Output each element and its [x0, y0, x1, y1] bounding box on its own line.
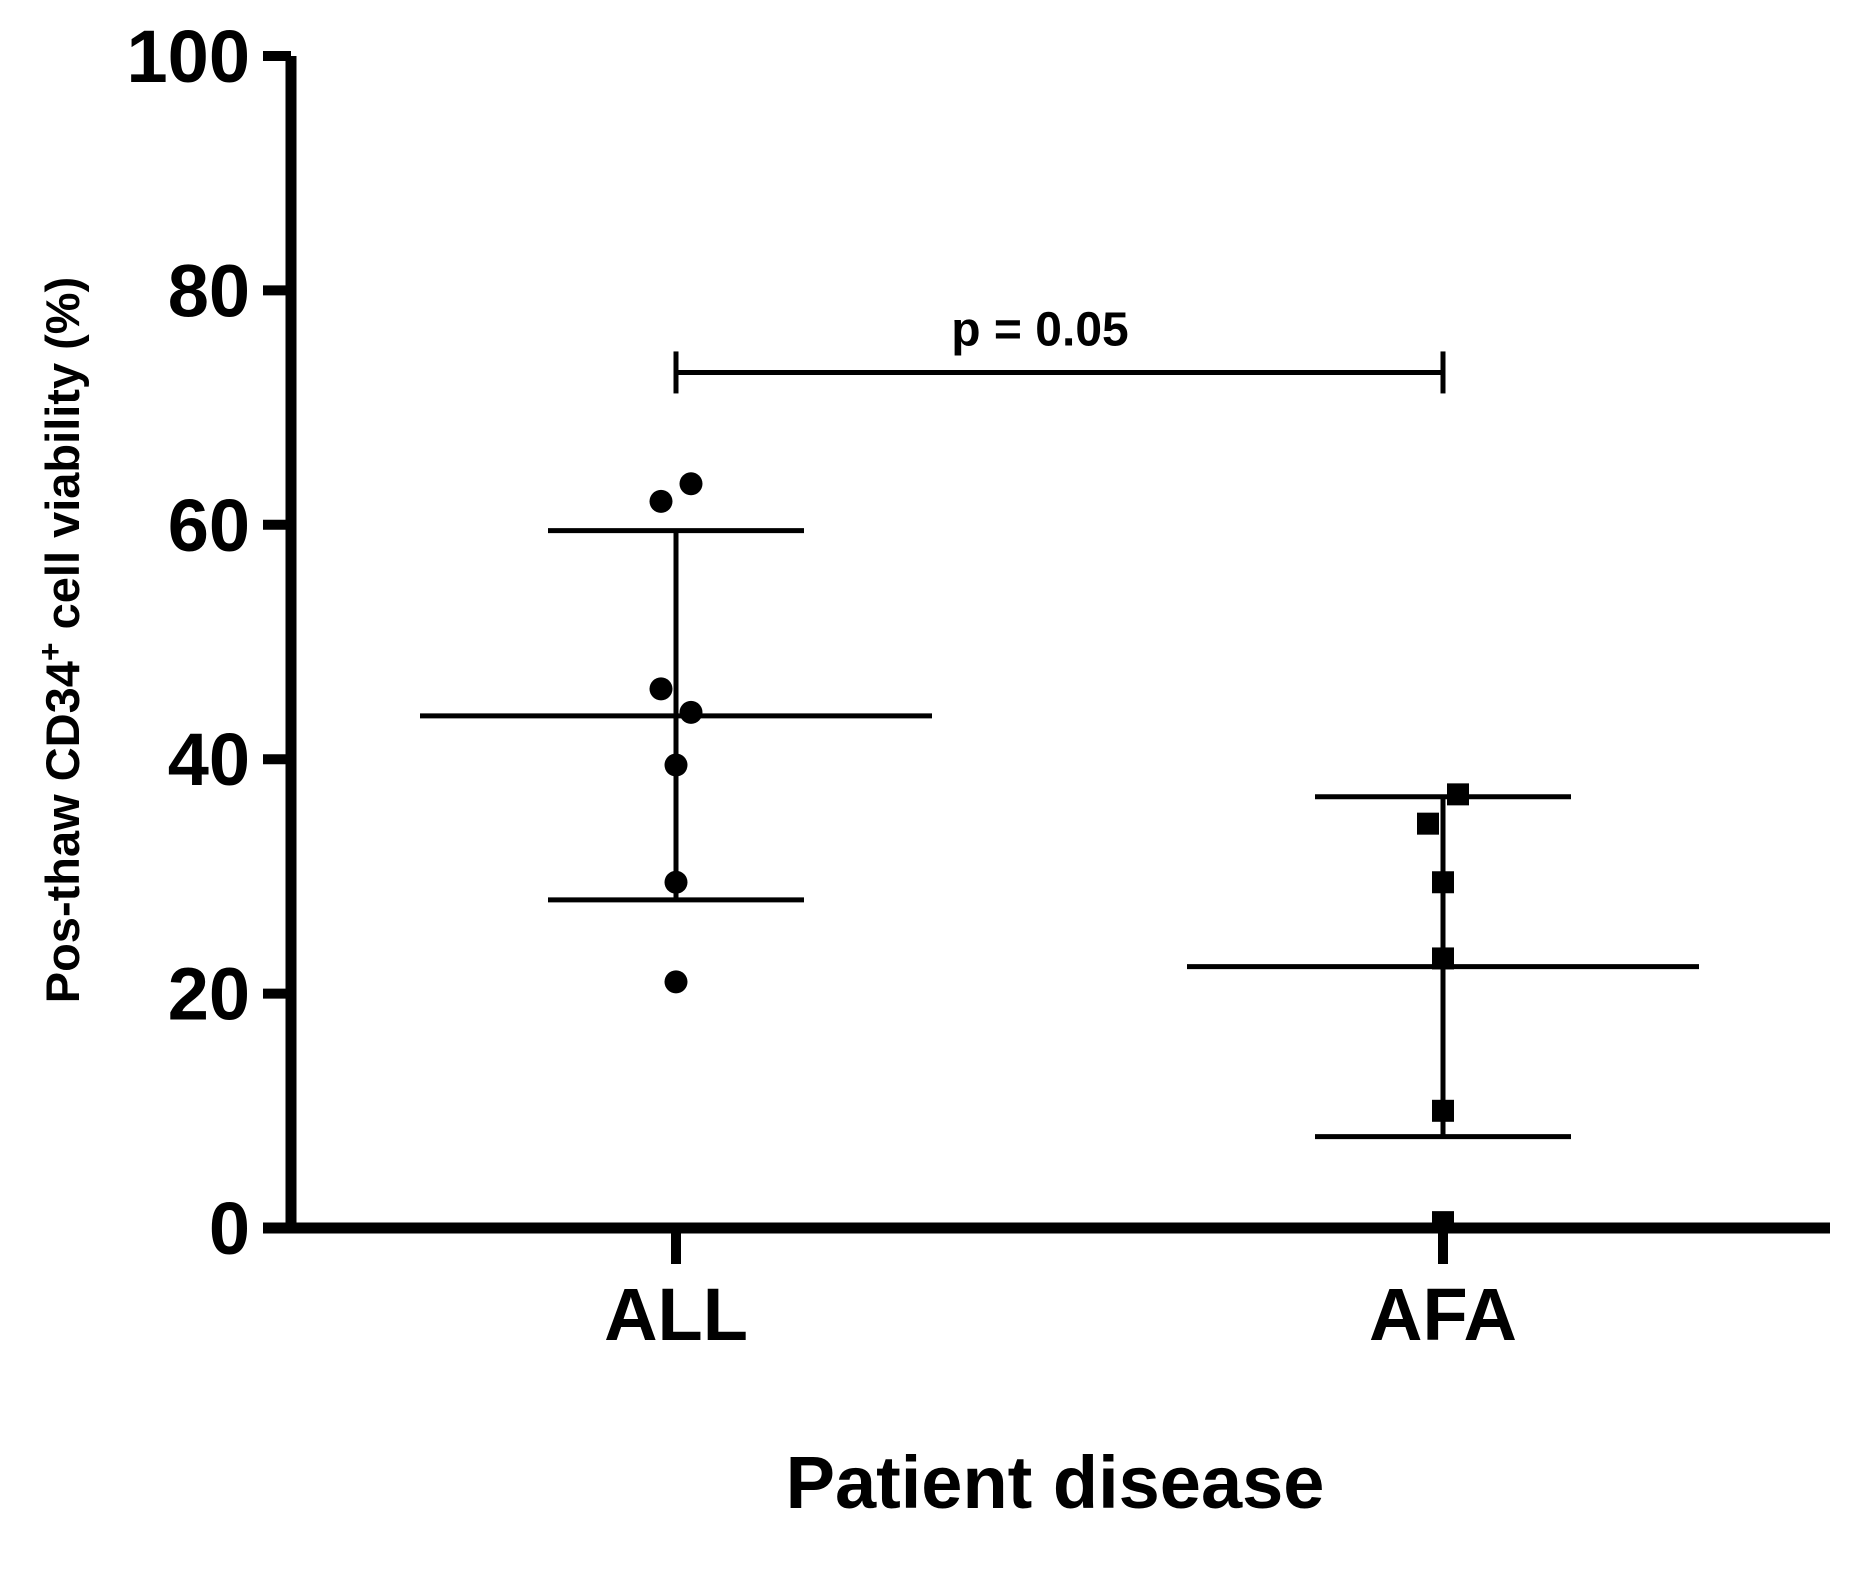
data-point-afa [1432, 871, 1454, 894]
data-point-afa [1432, 1099, 1454, 1122]
significance-annotation: p = 0.05 [673, 303, 1446, 394]
x-tick-label: ALL [604, 1273, 748, 1356]
data-point-afa [1417, 812, 1439, 835]
y-tick-label: 60 [168, 484, 250, 567]
data-point-all [664, 970, 688, 994]
x-axis-ticks: ALL AFA [604, 1228, 1517, 1356]
data-point-all [649, 489, 673, 513]
y-axis-title-main: Pos-thaw CD34 [36, 661, 89, 1003]
y-tick-label: 100 [127, 15, 250, 98]
y-axis-title: Pos-thaw CD34+ cell viability (%) [32, 277, 89, 1004]
x-axis-title: Patient disease [786, 1441, 1325, 1524]
y-axis-title-superscript: + [32, 642, 68, 661]
y-tick-label: 40 [168, 718, 250, 801]
data-point-all [664, 753, 688, 777]
plot-area: 0 20 40 60 80 100 ALL AFA p = 0.05 [127, 15, 1830, 1356]
p-value-label: p = 0.05 [951, 303, 1128, 356]
data-point-all [664, 870, 688, 894]
y-axis-ticks: 0 20 40 60 80 100 [127, 15, 291, 1270]
data-point-all [679, 472, 703, 496]
x-tick-label: AFA [1369, 1273, 1517, 1356]
y-tick-label: 0 [209, 1187, 250, 1270]
data-points [649, 472, 1469, 1234]
data-point-afa [1432, 1211, 1454, 1234]
data-point-all [649, 677, 673, 701]
error-bars [420, 528, 1699, 1140]
y-axis-title-suffix: cell viability (%) [36, 277, 89, 643]
y-tick-label: 20 [168, 953, 250, 1036]
data-point-afa [1447, 783, 1469, 806]
data-point-all [679, 700, 703, 724]
y-tick-label: 80 [168, 249, 250, 332]
data-point-afa [1432, 947, 1454, 970]
